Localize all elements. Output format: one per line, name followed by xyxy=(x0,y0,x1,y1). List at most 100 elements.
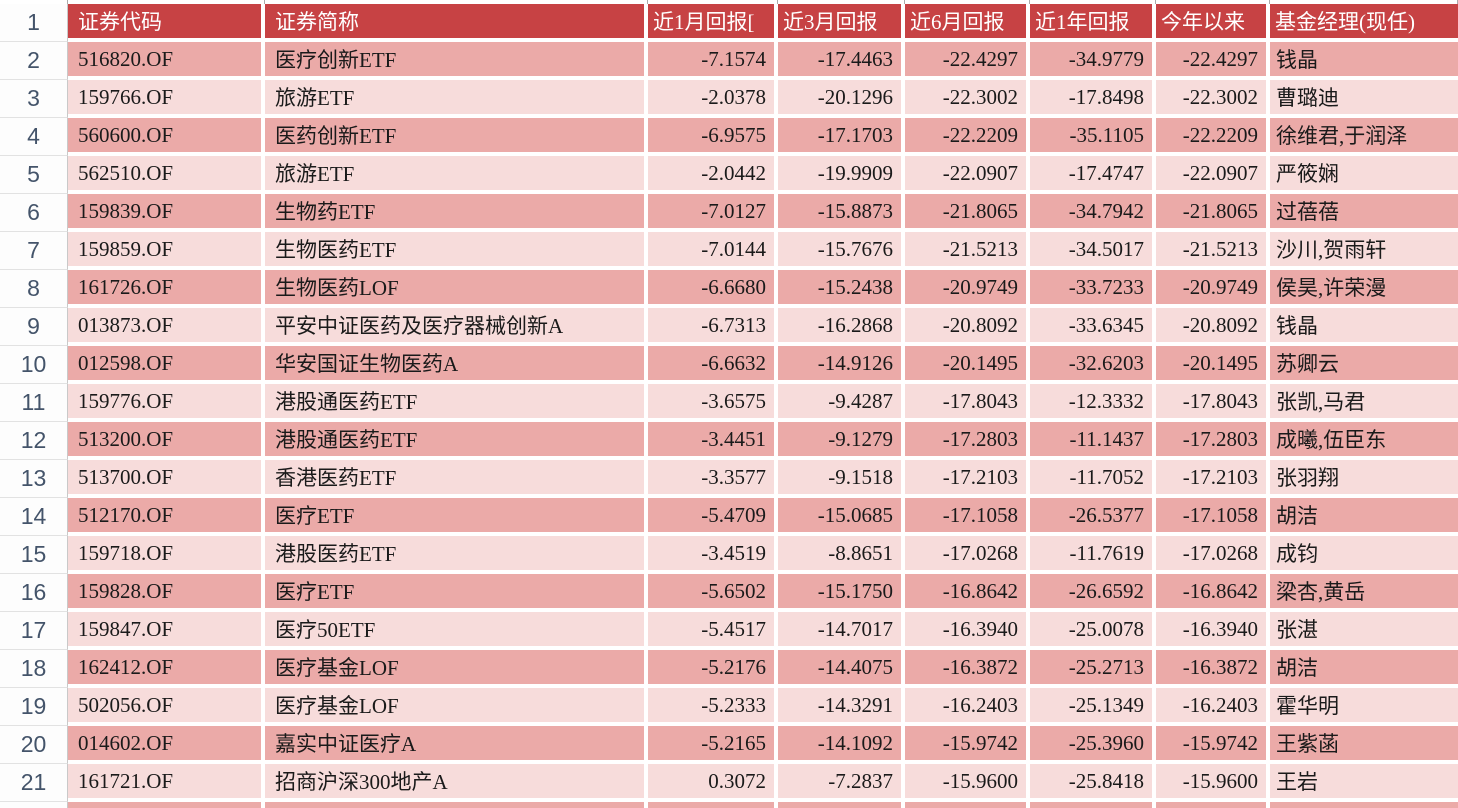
cell-fund-manager[interactable]: 曹璐迪 xyxy=(1270,80,1458,118)
cell-return-6m[interactable]: -15.9600 xyxy=(905,764,1030,802)
row-number[interactable]: 6 xyxy=(0,194,68,232)
row-number[interactable]: 14 xyxy=(0,498,68,536)
cell-fund-manager[interactable]: 梁杏,黄岳 xyxy=(1270,574,1458,612)
header-name[interactable]: 证券简称 xyxy=(265,4,648,42)
cell-return-1y[interactable]: -12.3332 xyxy=(1030,384,1156,422)
cell-fund-manager[interactable]: 钱晶 xyxy=(1270,42,1458,80)
header-return-3m[interactable]: 近3月回报 xyxy=(778,4,905,42)
cell-return-ytd[interactable]: -17.1058 xyxy=(1156,498,1270,536)
row-number[interactable]: 7 xyxy=(0,232,68,270)
cell-fund-manager[interactable]: 徐维君,于润泽 xyxy=(1270,118,1458,156)
row-number[interactable]: 12 xyxy=(0,422,68,460)
row-number[interactable]: 11 xyxy=(0,384,68,422)
cell-return-1m[interactable]: -3.3577 xyxy=(648,460,778,498)
cell-return-ytd[interactable]: -22.2209 xyxy=(1156,118,1270,156)
cell-return-ytd[interactable]: -22.4297 xyxy=(1156,42,1270,80)
cell-code[interactable]: 512170.OF xyxy=(68,498,265,536)
cell-return-1y[interactable]: -34.7942 xyxy=(1030,194,1156,232)
cell-return-1y[interactable]: -33.6345 xyxy=(1030,308,1156,346)
cell-return-3m[interactable]: -15.2438 xyxy=(778,270,905,308)
cell-code[interactable]: 014602.OF xyxy=(68,726,265,764)
row-number[interactable]: 17 xyxy=(0,612,68,650)
cell-return-6m[interactable]: -21.5213 xyxy=(905,232,1030,270)
cell-return-1m[interactable]: -5.4709 xyxy=(648,498,778,536)
cell-fund-manager[interactable]: 侯昊,许荣漫 xyxy=(1270,270,1458,308)
row-number[interactable]: 3 xyxy=(0,80,68,118)
cell-return-3m[interactable]: -9.1518 xyxy=(778,460,905,498)
cell-return-1y[interactable]: -33.7233 xyxy=(1030,270,1156,308)
cell-return-1y[interactable]: -11.7619 xyxy=(1030,536,1156,574)
cell-return-1m[interactable]: -7.0127 xyxy=(648,194,778,232)
cell-return-1m[interactable]: -5.2333 xyxy=(648,688,778,726)
header-fund-manager[interactable]: 基金经理(现任) xyxy=(1270,4,1458,42)
cell-name[interactable]: 医疗50ETF xyxy=(265,612,648,650)
cell-fund-manager[interactable]: 王岩 xyxy=(1270,764,1458,802)
cell-return-3m[interactable]: -20.1296 xyxy=(778,80,905,118)
cell-fund-manager[interactable]: 苏卿云 xyxy=(1270,346,1458,384)
cell-name[interactable]: 医疗ETF xyxy=(265,574,648,612)
cell-return-1y[interactable]: -25.2713 xyxy=(1030,650,1156,688)
cell-name[interactable]: 平安中证医药及医疗器械创新A xyxy=(265,308,648,346)
cell-return-1m[interactable]: -5.2176 xyxy=(648,650,778,688)
cell-fund-manager[interactable]: 胡洁 xyxy=(1270,650,1458,688)
cell-code[interactable]: 513200.OF xyxy=(68,422,265,460)
row-number[interactable]: 19 xyxy=(0,688,68,726)
cell-name[interactable]: 医疗基金LOF xyxy=(265,650,648,688)
cell-return-3m[interactable]: -14.3291 xyxy=(778,688,905,726)
cell-fund-manager[interactable]: 过蓓蓓 xyxy=(1270,194,1458,232)
cell-fund-manager[interactable]: 成钧 xyxy=(1270,536,1458,574)
cell-code[interactable]: 159766.OF xyxy=(68,80,265,118)
cell-return-1y[interactable]: -25.0078 xyxy=(1030,612,1156,650)
cell-return-6m[interactable]: -20.9749 xyxy=(905,270,1030,308)
cell-return-ytd[interactable]: -16.8642 xyxy=(1156,574,1270,612)
cell-return-1m[interactable]: -7.1574 xyxy=(648,42,778,80)
cell-name[interactable]: 生物药ETF xyxy=(265,194,648,232)
cell-code[interactable]: 012598.OF xyxy=(68,346,265,384)
cell-return-1y[interactable]: -17.4747 xyxy=(1030,156,1156,194)
cell-return-1y[interactable]: -26.5377 xyxy=(1030,498,1156,536)
cell-return-1m[interactable]: -5.2165 xyxy=(648,726,778,764)
row-number[interactable]: 4 xyxy=(0,118,68,156)
cell-return-6m[interactable]: -16.8642 xyxy=(905,574,1030,612)
cell-return-6m[interactable]: -22.4297 xyxy=(905,42,1030,80)
cell-return-1m[interactable]: -3.6575 xyxy=(648,384,778,422)
cell-return-1m[interactable]: -5.4517 xyxy=(648,612,778,650)
header-return-6m[interactable]: 近6月回报 xyxy=(905,4,1030,42)
cell-return-1y[interactable]: -35.1105 xyxy=(1030,118,1156,156)
cell-fund-manager[interactable]: 钱晶 xyxy=(1270,308,1458,346)
cell-return-6m[interactable]: -17.2103 xyxy=(905,460,1030,498)
cell-return-6m[interactable]: -22.2209 xyxy=(905,118,1030,156)
cell-return-1m[interactable]: 0.3072 xyxy=(648,764,778,802)
cell-fund-manager[interactable]: 成曦,伍臣东 xyxy=(1270,422,1458,460)
cell-return-3m[interactable]: -17.4463 xyxy=(778,42,905,80)
cell-return-3m[interactable]: -14.1092 xyxy=(778,726,905,764)
cell-return-1y[interactable]: -25.1349 xyxy=(1030,688,1156,726)
cell-return-1m[interactable]: -6.9575 xyxy=(648,118,778,156)
row-number[interactable]: 9 xyxy=(0,308,68,346)
cell-return-6m[interactable]: -21.8065 xyxy=(905,194,1030,232)
row-number[interactable]: 10 xyxy=(0,346,68,384)
cell-name[interactable]: 生物医药LOF xyxy=(265,270,648,308)
cell-return-ytd[interactable]: -20.1495 xyxy=(1156,346,1270,384)
cell-return-ytd[interactable]: -22.0907 xyxy=(1156,156,1270,194)
cell-return-3m[interactable]: -14.4075 xyxy=(778,650,905,688)
cell-return-6m[interactable]: -16.3872 xyxy=(905,650,1030,688)
cell-return-3m[interactable]: -16.2868 xyxy=(778,308,905,346)
cell-return-6m[interactable]: -17.2803 xyxy=(905,422,1030,460)
cell-return-6m[interactable]: -17.8043 xyxy=(905,384,1030,422)
header-return-1m[interactable]: 近1月回报[ xyxy=(648,4,778,42)
cell-return-1m[interactable]: -6.7313 xyxy=(648,308,778,346)
cell-return-1y[interactable]: -17.8498 xyxy=(1030,80,1156,118)
cell-return-3m[interactable]: -15.0685 xyxy=(778,498,905,536)
cell-name[interactable]: 旅游ETF xyxy=(265,156,648,194)
header-return-ytd[interactable]: 今年以来 xyxy=(1156,4,1270,42)
cell-return-3m[interactable]: -17.1703 xyxy=(778,118,905,156)
cell-name[interactable]: 港股医药ETF xyxy=(265,536,648,574)
cell-return-ytd[interactable]: -15.9742 xyxy=(1156,726,1270,764)
cell-return-ytd[interactable]: -16.3872 xyxy=(1156,650,1270,688)
row-number[interactable]: 15 xyxy=(0,536,68,574)
cell-return-ytd[interactable]: -17.0268 xyxy=(1156,536,1270,574)
cell-fund-manager[interactable]: 沙川,贺雨轩 xyxy=(1270,232,1458,270)
cell-name[interactable]: 港股通医药ETF xyxy=(265,384,648,422)
cell-code[interactable]: 562510.OF xyxy=(68,156,265,194)
